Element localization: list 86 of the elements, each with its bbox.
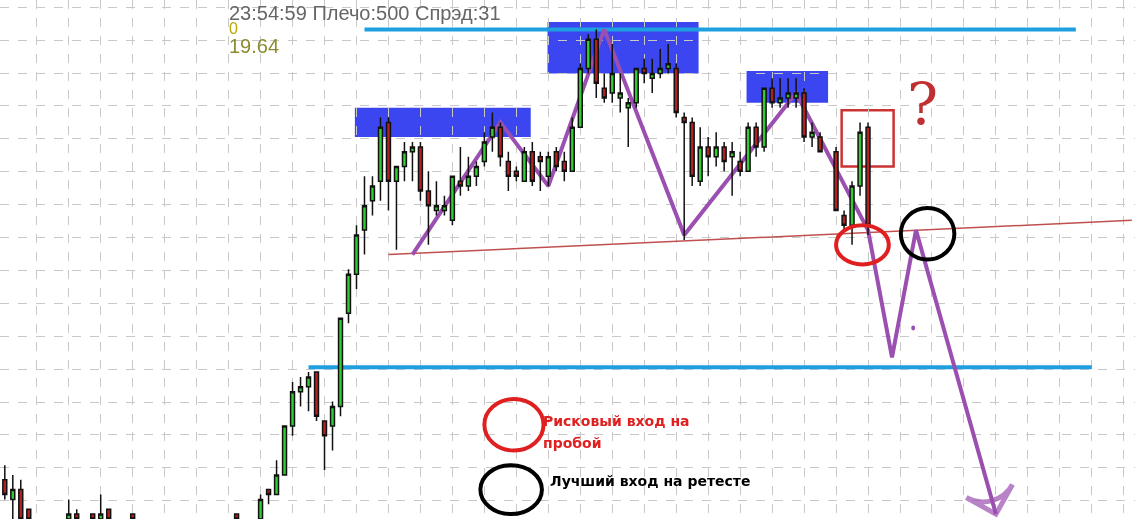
candlestick [609, 43, 615, 104]
candlestick [633, 67, 639, 109]
candlestick [369, 175, 376, 217]
candlestick [697, 126, 703, 187]
candlestick [305, 371, 312, 413]
candlestick [18, 479, 24, 519]
candlestick [713, 131, 719, 168]
candlestick [98, 493, 104, 519]
candlestick [689, 116, 695, 187]
candlestick [353, 224, 360, 290]
candlestick [585, 33, 591, 75]
candlestick [561, 151, 568, 182]
annotation: 19.64 [229, 35, 280, 57]
candlestick [777, 77, 783, 109]
candlestick [417, 141, 424, 202]
candlestick [481, 131, 488, 168]
candlestick [553, 146, 560, 173]
candlestick [433, 180, 440, 217]
candlestick [297, 376, 304, 408]
candlestick [753, 121, 759, 158]
candlestick [809, 121, 815, 148]
candlestick [457, 146, 464, 197]
candlestick [257, 493, 264, 519]
candlestick [625, 97, 631, 148]
candlestick [441, 195, 448, 217]
candlestick [537, 151, 544, 192]
candlestick [841, 209, 847, 231]
candlestick [569, 116, 575, 173]
candlestick [705, 136, 711, 178]
candlestick [745, 121, 751, 173]
candlestick [465, 155, 472, 192]
candlestick [849, 180, 855, 246]
candlestick [385, 116, 392, 212]
annotation: Лучший вход на ретесте [550, 472, 752, 491]
candlestick [529, 141, 536, 187]
candlestick [761, 87, 767, 153]
candlestick [401, 141, 408, 182]
candlestick [817, 131, 823, 153]
candlestick [833, 146, 839, 212]
candlestick [769, 77, 775, 109]
candlestick [489, 111, 496, 153]
candlestick [106, 508, 112, 519]
annotation: ? [907, 70, 939, 138]
candlestick [361, 175, 368, 256]
candlestick [521, 146, 528, 182]
candlestick [10, 474, 16, 519]
candlestick [505, 151, 512, 192]
candlestick [657, 48, 663, 80]
candlestick [785, 77, 791, 109]
candlestick [617, 72, 623, 114]
candlestick [729, 141, 735, 197]
candlestick [601, 72, 607, 104]
candlestick [90, 513, 96, 519]
candlestick [801, 87, 807, 143]
candlestick [337, 317, 344, 417]
candlestick [265, 488, 272, 506]
candlestick [513, 165, 520, 182]
candlestick [281, 425, 288, 476]
candlestick [313, 371, 320, 422]
candlestick [409, 141, 416, 182]
candlestick [857, 121, 863, 197]
candlestick [425, 170, 432, 246]
candlestick [593, 28, 599, 99]
candlestick [377, 116, 384, 202]
candlestick [26, 508, 32, 519]
candlestick [473, 160, 480, 187]
candlestick [2, 464, 8, 501]
candlestick [665, 43, 671, 75]
candlestick [449, 175, 456, 226]
candlestick [273, 459, 280, 496]
candlestick [329, 400, 336, 452]
candlestick [577, 62, 583, 129]
candlestick [129, 513, 136, 519]
annotation: 0 [229, 20, 238, 37]
candlestick [673, 62, 679, 119]
candlestick [641, 58, 647, 84]
candlestick [321, 420, 328, 471]
candlestick [66, 498, 72, 519]
candlestick [737, 151, 743, 178]
candlestick [233, 513, 240, 519]
candlestick [721, 141, 727, 173]
candlestick [393, 165, 400, 251]
candlestick [649, 58, 655, 94]
candlestick [289, 381, 296, 437]
candlestick [74, 508, 80, 519]
candlestick [345, 268, 352, 324]
